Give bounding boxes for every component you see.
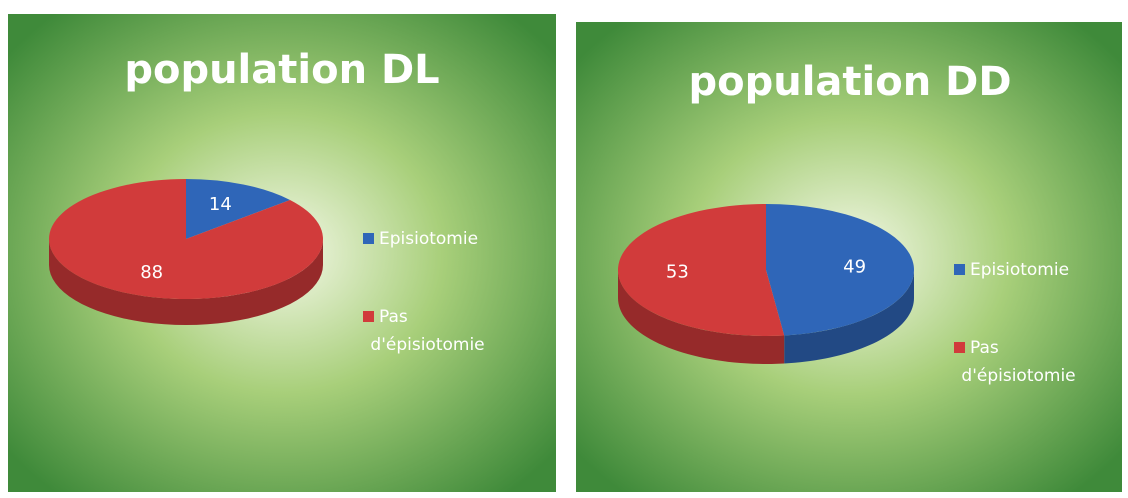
legend-label: Episiotomie (379, 229, 478, 249)
legend-swatch (954, 264, 965, 275)
chart-title: population DL (124, 47, 439, 93)
data-label: 14 (209, 194, 232, 215)
slice (618, 204, 785, 336)
slice-side (49, 239, 323, 325)
legend-label: Pas d'épisiotomie (365, 307, 485, 355)
data-label: 49 (843, 256, 866, 277)
legend-swatch (363, 311, 374, 322)
slice (766, 204, 915, 336)
chart-title: population DD (688, 59, 1011, 105)
panel: population DD 49 53 Episiotomie Pas d'épisio… (576, 22, 1122, 492)
legend-label: Pas d'épisiotomie (956, 338, 1076, 386)
legend-swatch (363, 233, 374, 244)
slice-side (784, 270, 914, 364)
legend-label: Episiotomie (970, 260, 1069, 280)
panel: population DL 14 88 Episiotomie Pas d'épisio… (8, 14, 556, 492)
legend-swatch (954, 342, 965, 353)
data-label: 88 (140, 262, 163, 283)
slice-side (618, 270, 785, 364)
data-label: 53 (666, 262, 689, 283)
slice (49, 179, 324, 300)
slice (186, 179, 291, 239)
